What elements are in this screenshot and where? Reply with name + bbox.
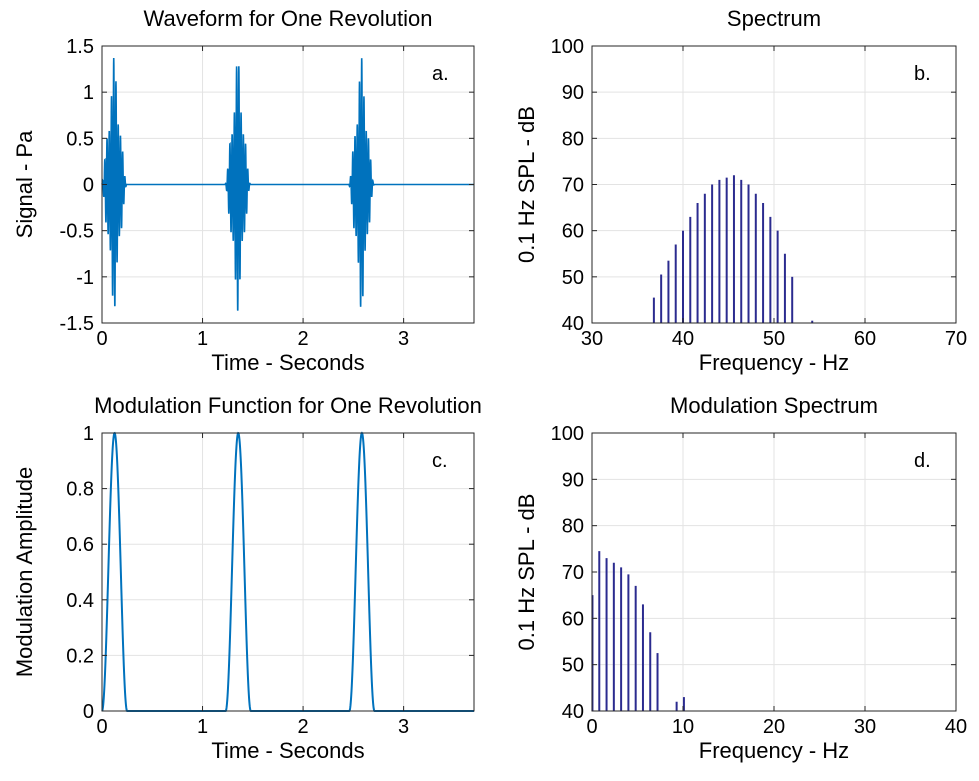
x-tick-label: 1: [197, 716, 208, 738]
chart-title: Modulation Spectrum: [670, 393, 878, 418]
y-tick-label: 90: [562, 469, 584, 491]
y-tick-label: 0.4: [66, 590, 94, 612]
y-tick-label: 0.5: [66, 128, 94, 150]
x-axis-label: Frequency - Hz: [699, 350, 849, 375]
grid: [102, 433, 474, 711]
y-tick-label: 1.5: [66, 36, 94, 58]
x-tick-label: 40: [672, 328, 694, 350]
y-axis-label: 0.1 Hz SPL - dB: [514, 106, 539, 263]
y-tick-label: 90: [562, 82, 584, 104]
x-tick-label: 20: [763, 716, 785, 738]
grid: [592, 433, 956, 711]
x-tick-label: 3: [398, 328, 409, 350]
y-tick-label: 40: [562, 313, 584, 335]
x-axis-label: Time - Seconds: [211, 738, 364, 763]
panel-corner-label: b.: [914, 63, 931, 85]
x-tick-label: 30: [581, 328, 603, 350]
x-tick-label: 1: [197, 328, 208, 350]
chart-title: Modulation Function for One Revolution: [94, 393, 482, 418]
x-tick-label: 50: [763, 328, 785, 350]
x-tick-label: 2: [298, 328, 309, 350]
y-tick-label: 80: [562, 516, 584, 538]
y-tick-label: 1: [83, 423, 94, 445]
y-tick-label: 1: [83, 82, 94, 104]
plot-data: [101, 431, 474, 712]
y-tick-label: -1.5: [60, 313, 94, 335]
x-tick-label: 0: [96, 716, 107, 738]
modulation-line: [101, 431, 474, 712]
y-tick-label: 70: [562, 175, 584, 197]
y-tick-label: 0.8: [66, 479, 94, 501]
y-tick-label: -0.5: [60, 221, 94, 243]
y-tick-label: 40: [562, 701, 584, 723]
y-tick-label: 0.6: [66, 534, 94, 556]
panel-a: 0 1 2 3 -1.5 -1 -0.5 0 0.5 1 1.5 Waveform for One R…: [12, 6, 475, 375]
axes-box: [101, 432, 475, 712]
y-tick-label: 0: [83, 175, 94, 197]
panel-corner-label: c.: [432, 450, 448, 472]
x-tick-label: 10: [672, 716, 694, 738]
y-tick-label: 50: [562, 267, 584, 289]
plot-data: [101, 57, 474, 311]
panel-corner-label: a.: [432, 63, 449, 85]
x-axis-label: Time - Seconds: [211, 350, 364, 375]
waveform-line: [101, 57, 474, 311]
x-tick-label: 0: [96, 328, 107, 350]
panel-corner-label: d.: [914, 450, 931, 472]
x-tick-label: 2: [298, 716, 309, 738]
y-tick-label: 100: [551, 423, 584, 445]
panel-d: 0 10 20 30 40 40 50 60 70 80 90 100 Modulation Spect…: [514, 393, 967, 763]
chart-title: Waveform for One Revolution: [144, 6, 433, 31]
x-tick-label: 3: [398, 716, 409, 738]
x-tick-label: 30: [854, 716, 876, 738]
y-tick-label: 60: [562, 221, 584, 243]
chart-title: Spectrum: [727, 6, 821, 31]
x-tick-label: 70: [945, 328, 967, 350]
y-axis-label: Signal - Pa: [12, 130, 37, 238]
x-axis-label: Frequency - Hz: [699, 738, 849, 763]
y-tick-label: 0.2: [66, 645, 94, 667]
y-axis-label: Modulation Amplitude: [12, 467, 37, 677]
panel-b: 30 40 50 60 70405060708090100SpectrumFrequen…: [514, 6, 967, 375]
y-axis-label: 0.1 Hz SPL - dB: [514, 494, 539, 651]
y-tick-label: 60: [562, 608, 584, 630]
x-tick-label: 40: [945, 716, 967, 738]
y-tick-label: 70: [562, 562, 584, 584]
plot-data: [591, 551, 685, 711]
y-tick-label: -1: [76, 267, 94, 289]
grid: [592, 46, 956, 323]
x-tick-label: 60: [854, 328, 876, 350]
y-tick-label: 0: [83, 701, 94, 723]
plot-data: [652, 175, 814, 323]
y-tick-label: 80: [562, 128, 584, 150]
y-tick-label: 100: [551, 36, 584, 58]
y-tick-label: 50: [562, 655, 584, 677]
x-tick-label: 0: [586, 716, 597, 738]
